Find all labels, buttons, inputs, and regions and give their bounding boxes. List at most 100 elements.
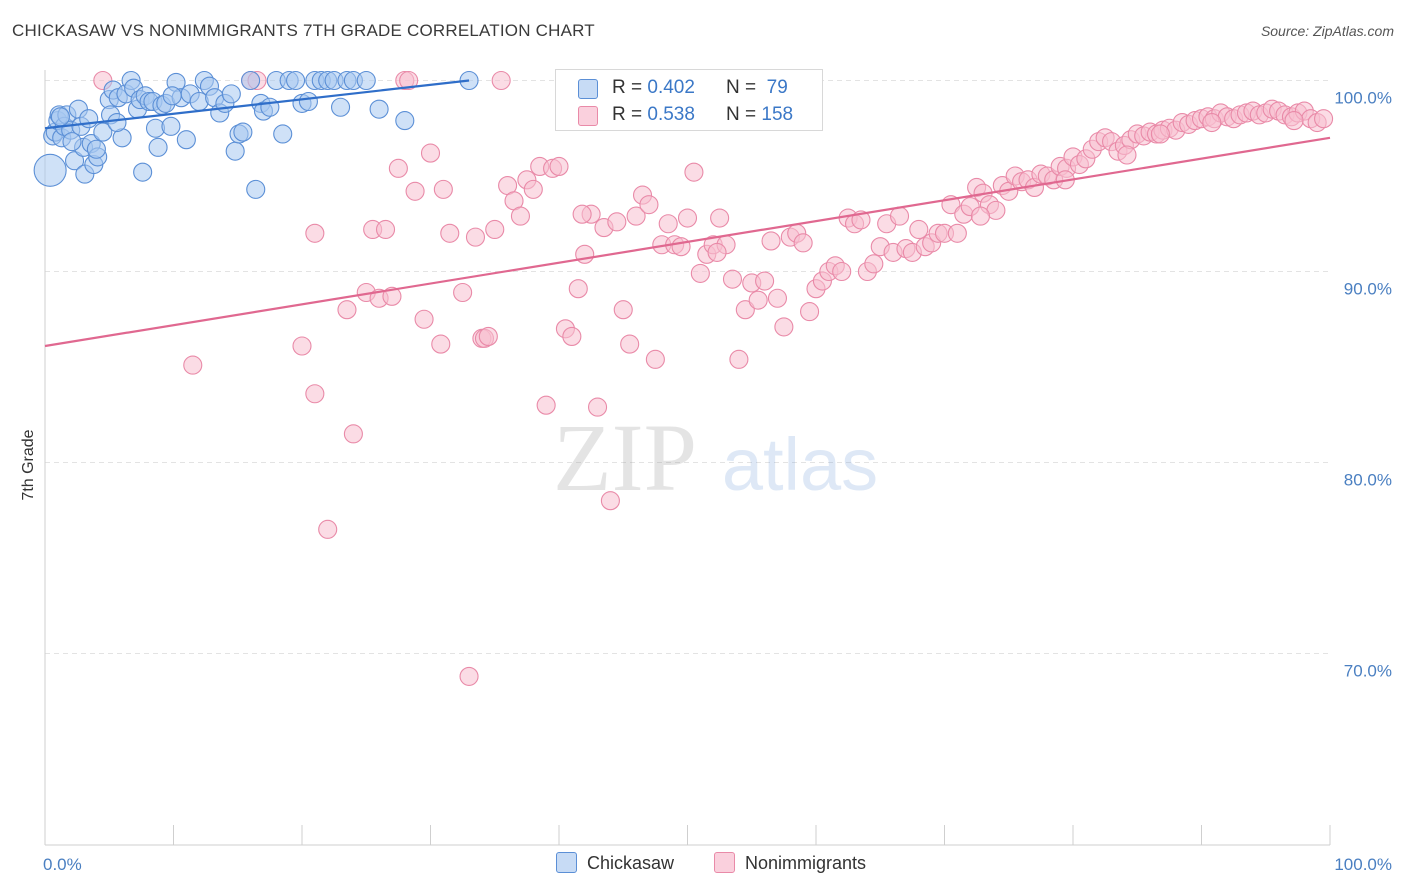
chickasaw-point xyxy=(221,84,241,104)
nonimmigrants-point xyxy=(710,208,730,228)
correlation-legend: R = 0.402 N = 79 R = 0.538 N = 158 xyxy=(555,69,823,131)
chickasaw-point xyxy=(369,99,389,119)
legend-n-chickasaw: N = 79 xyxy=(726,77,788,98)
nonimmigrants-point xyxy=(909,219,929,240)
nonimmigrants-point xyxy=(318,519,338,539)
nonimmigrants-point xyxy=(305,384,325,404)
x-tick-label-max: 100.0% xyxy=(1334,855,1392,874)
legend-n-nonimmigrants: N = 158 xyxy=(726,104,794,125)
nonimmigrants-point xyxy=(645,349,665,369)
bottom-legend-chickasaw: Chickasaw xyxy=(556,852,674,874)
chickasaw-point xyxy=(260,97,280,117)
watermark-atlas: atlas xyxy=(722,423,878,506)
nonimmigrants-points xyxy=(93,70,1334,686)
nonimmigrants-point xyxy=(440,223,460,243)
nonimmigrants-point xyxy=(729,349,749,369)
chickasaw-point xyxy=(148,137,168,157)
chickasaw-point xyxy=(356,70,376,91)
nonimmigrants-point xyxy=(399,70,419,91)
nonimmigrants-point xyxy=(970,206,991,226)
trend-lines xyxy=(44,79,1331,348)
tick-labels: 70.0% 80.0% 90.0% 100.0% 0.0% 100.0% xyxy=(43,89,1392,875)
watermark-zip: ZIP xyxy=(553,404,697,511)
nonimmigrants-point xyxy=(793,233,813,253)
nonimmigrants-point xyxy=(800,302,820,322)
nonimmigrants-legend-swatch xyxy=(714,852,735,873)
nonimmigrants-point xyxy=(433,179,453,199)
nonimmigrants-point xyxy=(1284,111,1304,131)
source-label: Source: ZipAtlas.com xyxy=(1260,23,1394,39)
chickasaw-point xyxy=(273,124,293,144)
chickasaw-points xyxy=(33,70,479,199)
axes xyxy=(44,70,1331,846)
nonimmigrants-point xyxy=(1117,145,1137,165)
chickasaw-point xyxy=(286,70,306,91)
nonimmigrants-point xyxy=(572,204,592,224)
nonimmigrants-point xyxy=(562,326,582,346)
nonimmigrants-point xyxy=(677,208,698,228)
nonimmigrants-point xyxy=(485,219,505,240)
y-tick-label: 70.0% xyxy=(1344,662,1392,681)
r-value-chickasaw: 0.402 xyxy=(647,77,695,98)
nonimmigrants-point xyxy=(748,290,768,310)
watermark: ZIP atlas xyxy=(553,404,878,511)
chickasaw-point xyxy=(395,111,415,131)
chickasaw-point xyxy=(133,162,153,182)
y-tick-label: 80.0% xyxy=(1344,471,1392,490)
chickasaw-point xyxy=(33,153,67,187)
x-tick-label-min: 0.0% xyxy=(43,855,82,874)
nonimmigrants-point xyxy=(767,288,788,308)
nonimmigrants-point xyxy=(607,212,627,232)
nonimmigrants-point xyxy=(671,237,691,257)
chickasaw-point xyxy=(161,116,181,136)
nonimmigrants-point xyxy=(639,195,659,215)
nonimmigrants-point xyxy=(491,70,511,91)
nonimmigrants-point xyxy=(465,227,486,247)
chickasaw-point xyxy=(86,139,106,159)
nonimmigrants-point xyxy=(684,162,704,182)
chickasaw-point xyxy=(62,132,82,152)
nonimmigrants-trend-line xyxy=(44,136,1331,348)
y-tick-label: 90.0% xyxy=(1344,280,1392,299)
chart-title: CHICKASAW VS NONIMMIGRANTS 7TH GRADE COR… xyxy=(12,21,595,40)
r-value-nonimmigrants: 0.538 xyxy=(647,104,695,125)
nonimmigrants-point xyxy=(658,214,678,234)
nonimmigrants-legend-label: Nonimmigrants xyxy=(745,853,867,873)
chickasaw-point xyxy=(50,107,70,127)
nonimmigrants-point xyxy=(587,397,608,417)
nonimmigrants-point xyxy=(1150,124,1170,144)
legend-r-chickasaw: R = 0.402 xyxy=(612,77,695,98)
nonimmigrants-point xyxy=(761,231,781,251)
nonimmigrants-point xyxy=(690,263,710,283)
nonimmigrants-point xyxy=(549,156,569,176)
chickasaw-point xyxy=(107,112,127,133)
y-tick-label: 100.0% xyxy=(1334,89,1392,108)
chickasaw-point xyxy=(233,122,253,142)
chickasaw-legend-swatch xyxy=(556,852,577,873)
n-value-chickasaw: 79 xyxy=(766,77,788,98)
chickasaw-legend-label: Chickasaw xyxy=(587,853,675,873)
chickasaw-trend-line xyxy=(44,79,470,130)
nonimmigrants-point xyxy=(755,271,775,291)
chickasaw-point xyxy=(241,70,261,91)
nonimmigrants-point xyxy=(1202,112,1222,133)
nonimmigrants-point xyxy=(620,334,640,354)
nonimmigrants-point xyxy=(343,424,363,444)
nonimmigrants-swatch xyxy=(578,106,598,126)
nonimmigrants-point xyxy=(414,309,434,329)
chickasaw-point xyxy=(225,141,245,161)
nonimmigrants-point xyxy=(420,143,441,163)
nonimmigrants-point xyxy=(453,282,473,303)
chickasaw-point xyxy=(162,86,182,106)
nonimmigrants-point xyxy=(735,300,755,320)
nonimmigrants-point xyxy=(382,286,402,306)
nonimmigrants-point xyxy=(889,206,910,226)
nonimmigrants-point xyxy=(183,355,203,375)
nonimmigrants-point xyxy=(431,334,451,354)
chickasaw-point xyxy=(176,130,196,150)
nonimmigrants-point xyxy=(774,317,794,337)
chickasaw-point xyxy=(246,179,266,199)
nonimmigrants-point xyxy=(832,261,852,282)
chickasaw-point xyxy=(298,91,318,112)
